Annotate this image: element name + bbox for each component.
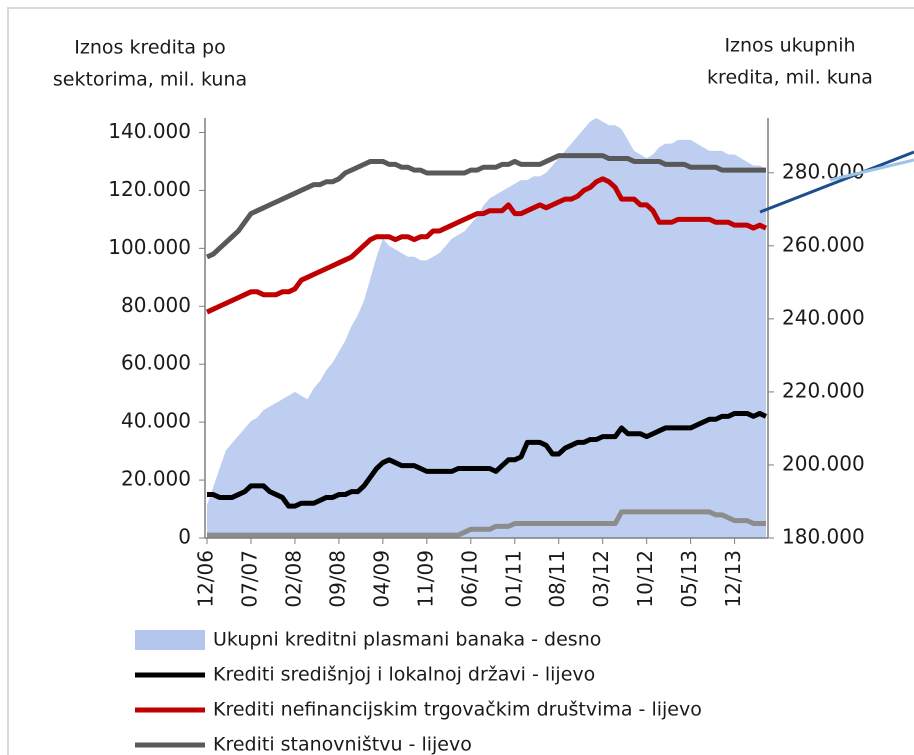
y-tick-label: 20.000 xyxy=(121,467,191,491)
legend-label: Krediti nefinancijskim trgovačkim društv… xyxy=(213,699,702,721)
y-axis-title: sektorima, mil. kuna xyxy=(53,69,247,91)
y-tick-label: 140.000 xyxy=(108,119,191,143)
x-tick-label: 12/06 xyxy=(194,550,218,608)
x-tick-label: 05/13 xyxy=(677,550,701,608)
x-tick-label: 07/07 xyxy=(237,550,261,608)
y-tick-label: 40.000 xyxy=(121,409,191,433)
line xyxy=(205,176,768,315)
y2-tick-label: 280.000 xyxy=(782,159,865,183)
x-tick-label: 10/12 xyxy=(633,550,657,608)
y-tick-label: 120.000 xyxy=(108,177,191,201)
x-tick-label: 06/10 xyxy=(457,550,481,608)
line xyxy=(205,153,766,260)
x-tick-label: 03/12 xyxy=(589,550,613,608)
x-tick-label: 04/09 xyxy=(369,550,393,608)
y-tick-label: 60.000 xyxy=(121,351,191,375)
x-tick-label: 02/08 xyxy=(281,550,305,608)
y2-axis-title: kredita, mil. kuna xyxy=(707,67,873,89)
legend-label: Krediti središnjoj i lokalnoj državi - l… xyxy=(213,664,595,686)
x-tick-label: 12/13 xyxy=(721,550,745,608)
line xyxy=(207,410,768,509)
y-tick-label: 0 xyxy=(178,525,191,549)
y-tick-label: 80.000 xyxy=(121,293,191,317)
y2-tick-label: 260.000 xyxy=(782,232,865,256)
y2-axis-title: Iznos ukupnih xyxy=(724,35,855,57)
y2-tick-label: 240.000 xyxy=(782,305,865,329)
legend-swatch xyxy=(135,630,205,650)
y-axis-title: Iznos kredita po xyxy=(74,37,225,59)
x-tick-label: 11/09 xyxy=(413,550,437,608)
x-tick-label: 08/11 xyxy=(545,550,569,608)
legend-label: Krediti stanovništvu - lijevo xyxy=(213,734,472,755)
pointer-arrow xyxy=(829,158,914,182)
area xyxy=(207,118,766,538)
line xyxy=(207,509,766,538)
y-tick-label: 100.000 xyxy=(108,235,191,259)
legend-label: Ukupni kreditni plasmani banaka - desno xyxy=(213,629,601,651)
x-tick-label: 01/11 xyxy=(501,550,525,608)
x-tick-label: 09/08 xyxy=(325,550,349,608)
y2-tick-label: 180.000 xyxy=(782,525,865,549)
y2-tick-label: 200.000 xyxy=(782,451,865,475)
pointer-arrow xyxy=(759,150,914,214)
plot: 0 20.000 40.000 60.000 80.000 100.000 120.000 1… xyxy=(108,118,865,755)
y2-tick-label: 220.000 xyxy=(782,378,865,402)
slide-frame xyxy=(7,7,914,755)
